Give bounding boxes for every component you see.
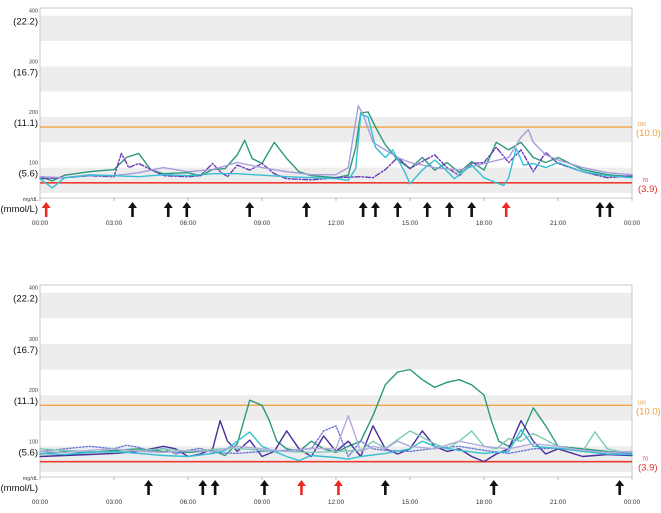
y-tick-mgdl: 300: [29, 59, 38, 65]
y-tick-mgdl: 100: [29, 161, 38, 167]
x-tick-label: 06:00: [180, 220, 197, 227]
x-tick-label: 09:00: [254, 499, 271, 506]
background-band: [40, 8, 632, 16]
series-line-4: [39, 430, 633, 454]
threshold-high-mgdl: 180: [637, 122, 646, 128]
y-tick-mmol: (11.1): [14, 118, 38, 129]
black-arrow-marker: [605, 202, 615, 217]
black-arrow-marker: [301, 202, 311, 217]
y-tick-mgdl: 200: [29, 388, 38, 394]
x-tick-label: 06:00: [180, 499, 197, 506]
threshold-low-mmol: (3.9): [638, 184, 658, 195]
x-tick-label: 15:00: [402, 220, 419, 227]
y-tick-mmol: (22.2): [13, 294, 38, 305]
black-arrow-marker: [259, 480, 269, 495]
chart-panel-1: 400 (22.2) 300 (16.7) 200 (11.1) 100 (5.6) mg/dL…: [1, 7, 661, 227]
y-tick-mmol: (5.6): [18, 447, 38, 458]
black-arrow-marker: [144, 480, 154, 495]
y-tick-mmol: (22.2): [13, 17, 38, 28]
x-tick-label: 21:00: [550, 220, 567, 227]
black-arrow-marker: [393, 202, 403, 217]
black-arrow-marker: [467, 202, 477, 217]
black-arrow-marker: [444, 202, 454, 217]
background-band: [40, 292, 632, 319]
y-unit-mmol: (mmol/L): [1, 483, 38, 494]
black-arrow-marker: [615, 480, 625, 495]
series-line-3: [39, 425, 633, 458]
threshold-high-mgdl: 180: [637, 400, 646, 406]
black-arrow-marker: [422, 202, 432, 217]
black-arrow-marker: [358, 202, 368, 217]
x-tick-label: 00:00: [624, 220, 641, 227]
black-arrow-marker: [182, 202, 192, 217]
y-tick-mmol: (11.1): [14, 396, 38, 407]
x-tick-label: 09:00: [254, 220, 271, 227]
threshold-low-mgdl: 70: [642, 178, 648, 184]
red-arrow-marker: [333, 480, 343, 495]
x-tick-label: 15:00: [402, 499, 419, 506]
y-tick-mgdl: 100: [29, 439, 38, 445]
y-unit-mgdl: mg/dL: [23, 197, 38, 203]
y-tick-mgdl: 300: [29, 337, 38, 343]
y-unit-mgdl: mg/dL: [23, 476, 38, 482]
y-tick-mgdl: 200: [29, 110, 38, 116]
chart-panel-2: 400 (22.2) 300 (16.7) 200 (11.1) 100 (5.6) mg/dL…: [1, 284, 661, 506]
threshold-low-mmol: (3.9): [638, 463, 658, 474]
y-tick-mgdl: 400: [29, 286, 38, 292]
background-band: [40, 40, 632, 67]
x-tick-label: 00:00: [32, 499, 49, 506]
background-band: [40, 285, 632, 293]
black-arrow-marker: [163, 202, 173, 217]
x-tick-label: 18:00: [476, 499, 493, 506]
y-tick-mmol: (16.7): [13, 67, 38, 78]
x-tick-label: 18:00: [476, 220, 493, 227]
black-arrow-marker: [595, 202, 605, 217]
background-band: [40, 91, 632, 117]
background-band: [40, 15, 632, 41]
background-band: [40, 318, 632, 344]
threshold-high-mmol: (10.0): [636, 406, 661, 417]
series-line-5: [39, 429, 633, 462]
black-arrow-marker: [198, 480, 208, 495]
background-band: [40, 66, 632, 92]
red-arrow-marker: [501, 202, 511, 217]
x-tick-label: 00:00: [624, 499, 641, 506]
series-line-3: [39, 105, 633, 179]
black-arrow-marker: [128, 202, 137, 217]
series-line-6: [39, 414, 633, 454]
y-tick-mgdl: 400: [29, 9, 38, 15]
y-tick-mmol: (16.7): [13, 345, 38, 356]
background-band: [40, 369, 632, 396]
series-line-2: [39, 420, 633, 463]
red-arrow-marker: [41, 202, 51, 217]
background-band: [40, 116, 632, 143]
x-tick-label: 12:00: [328, 499, 345, 506]
background-band: [40, 395, 632, 421]
series-line-2: [39, 146, 633, 181]
black-arrow-marker: [245, 202, 255, 217]
background-band: [40, 420, 632, 447]
background-band: [40, 142, 632, 168]
threshold-low-mgdl: 70: [642, 457, 648, 463]
black-arrow-marker: [210, 480, 220, 495]
black-arrow-marker: [370, 202, 380, 217]
background-band: [40, 343, 632, 370]
x-tick-label: 12:00: [328, 220, 345, 227]
series-line-4: [39, 113, 633, 189]
y-unit-mmol: (mmol/L): [1, 204, 38, 215]
x-tick-label: 21:00: [550, 499, 567, 506]
x-tick-label: 03:00: [106, 499, 123, 506]
background-band: [40, 167, 632, 193]
x-tick-label: 03:00: [106, 220, 123, 227]
black-arrow-marker: [489, 480, 499, 495]
threshold-high-mmol: (10.0): [636, 128, 661, 139]
y-tick-mmol: (5.6): [18, 169, 38, 180]
black-arrow-marker: [380, 480, 390, 495]
red-arrow-marker: [296, 480, 306, 495]
x-tick-label: 00:00: [32, 220, 49, 227]
